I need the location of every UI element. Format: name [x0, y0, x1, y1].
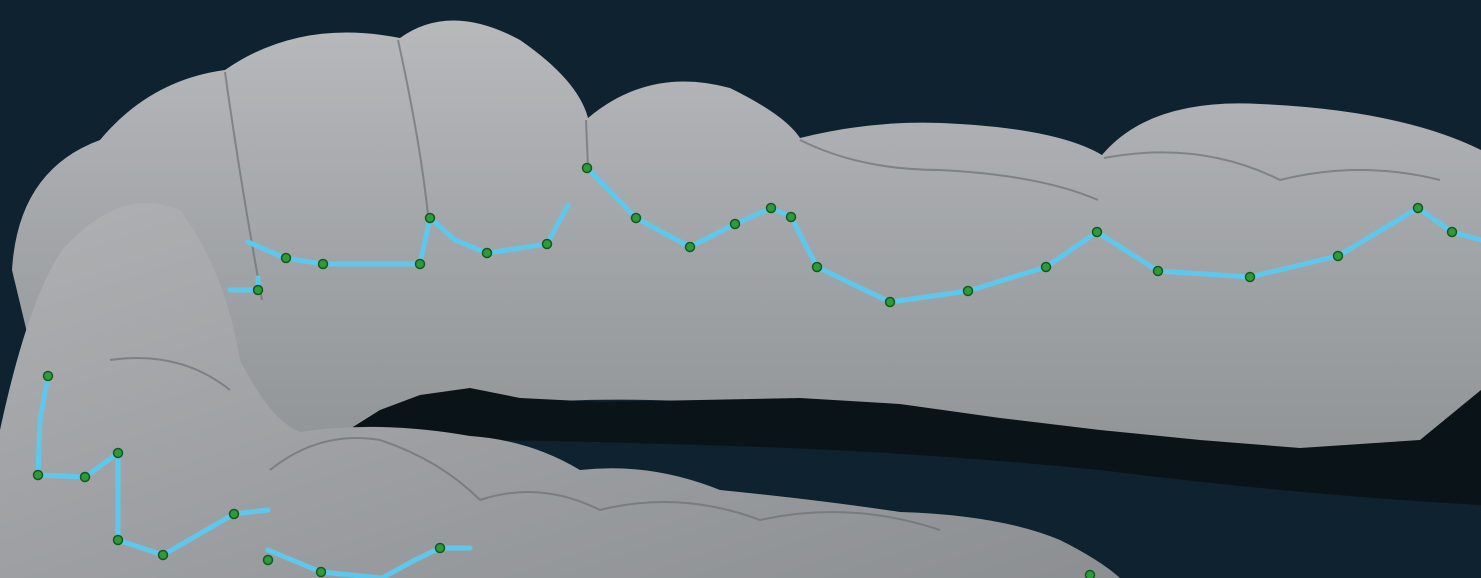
control-points [32, 162, 1458, 578]
control-point [414, 258, 426, 270]
control-point [729, 218, 741, 230]
tooth-contour [397, 39, 429, 216]
control-point [317, 258, 329, 270]
control-point [684, 241, 696, 253]
tooth-contour [224, 71, 263, 301]
tooth-contour [479, 491, 941, 531]
control-point [434, 542, 446, 554]
control-point [630, 212, 642, 224]
tooth-contour [799, 139, 1099, 201]
control-point [252, 284, 264, 296]
control-point [79, 471, 91, 483]
control-point [280, 252, 292, 264]
control-point [32, 469, 44, 481]
control-point [1084, 569, 1096, 578]
control-point [1091, 226, 1103, 238]
upper-arch [12, 20, 1481, 471]
control-point [157, 549, 169, 561]
lower-arch [0, 203, 1120, 578]
control-point [315, 566, 327, 578]
tooth-contour [109, 357, 231, 391]
scan-edge [345, 388, 1481, 505]
control-point [1152, 265, 1164, 277]
control-point [1244, 271, 1256, 283]
control-point [1412, 202, 1424, 214]
control-point [262, 554, 274, 566]
tooth-contour [585, 119, 589, 169]
control-point [481, 247, 493, 259]
control-point [424, 212, 436, 224]
control-point [112, 534, 124, 546]
control-point [1040, 261, 1052, 273]
control-point [581, 162, 593, 174]
control-point [1446, 226, 1458, 238]
tooth-contour [1103, 151, 1441, 182]
control-point [962, 285, 974, 297]
control-point [228, 508, 240, 520]
control-point [884, 296, 896, 308]
control-point [1332, 250, 1344, 262]
control-point [811, 261, 823, 273]
control-point [785, 211, 797, 223]
control-point [765, 202, 777, 214]
control-point [112, 447, 124, 459]
control-point [541, 238, 553, 250]
control-point [42, 370, 54, 382]
tooth-contour [269, 437, 481, 501]
